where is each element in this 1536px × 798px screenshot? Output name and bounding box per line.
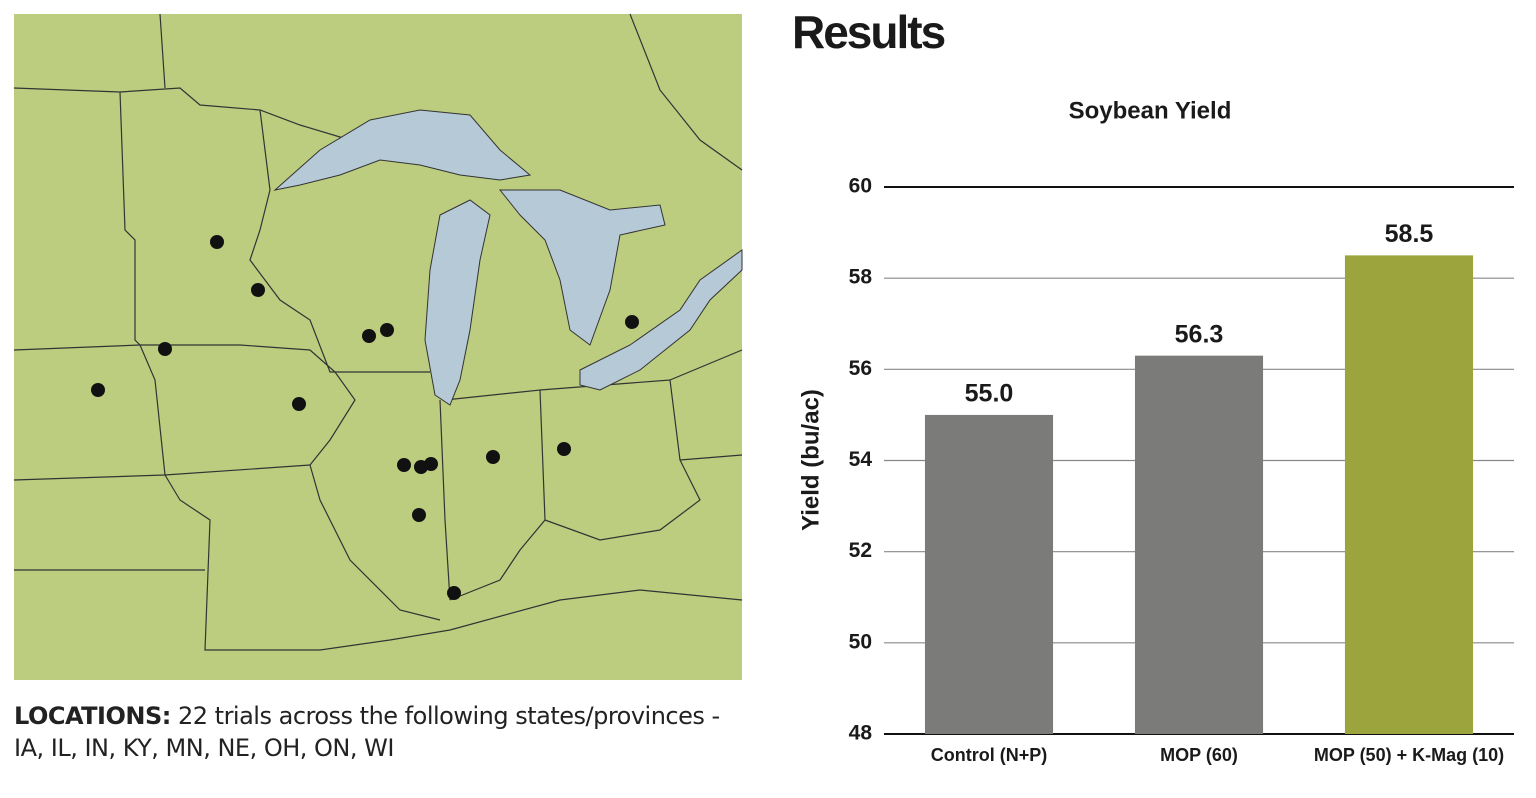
section-heading: Results	[792, 6, 945, 58]
borders	[13, 13, 743, 651]
bar	[924, 414, 1054, 734]
y-tick-label: 60	[849, 175, 872, 198]
value-label: 56.3	[1175, 320, 1224, 348]
caption-label: LOCATIONS:	[14, 702, 171, 730]
x-tick-label: MOP (60)	[1160, 745, 1238, 765]
bar	[1134, 355, 1264, 734]
x-tick-label: Control (N+P)	[931, 745, 1048, 765]
y-tick-label: 54	[849, 448, 873, 471]
map-caption: LOCATIONS: 22 trials across the followin…	[14, 700, 754, 764]
value-label: 58.5	[1385, 220, 1434, 248]
y-tick-label: 56	[849, 357, 872, 380]
chart-title: Soybean Yield	[1069, 97, 1232, 124]
trial-sites	[91, 235, 639, 600]
chart: Results Soybean Yield Yield (bu/ac) 48 50…	[792, 6, 1514, 765]
y-axis-label: Yield (bu/ac)	[797, 389, 824, 531]
lakes	[273, 109, 743, 406]
y-tick-label: 50	[849, 630, 872, 653]
y-tick-label: 48	[849, 722, 873, 745]
bar	[1344, 255, 1474, 734]
y-tick-label: 58	[849, 266, 873, 289]
value-label: 55.0	[965, 380, 1014, 408]
map	[13, 13, 743, 680]
caption-text: 22 trials across the following states/pr…	[14, 702, 720, 762]
x-tick-label: MOP (50) + K-Mag (10)	[1314, 745, 1504, 765]
y-tick-label: 52	[849, 539, 872, 562]
